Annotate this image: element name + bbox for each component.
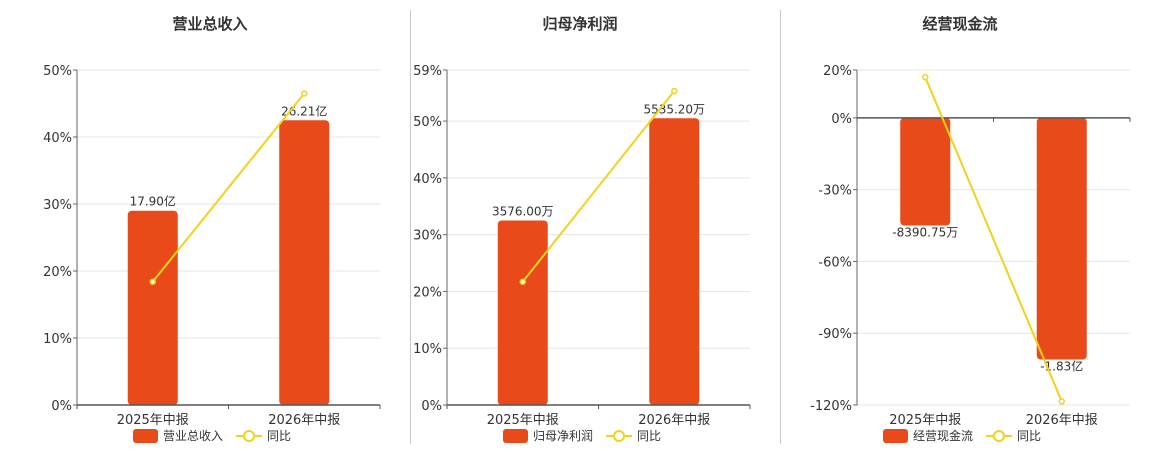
category-label: 2026年中报 <box>638 413 710 428</box>
bar <box>649 118 700 406</box>
category-label: 2025年中报 <box>487 413 559 428</box>
y-tick-label: 50% <box>413 115 442 130</box>
yoy-point <box>922 73 929 81</box>
y-tick-label: 0% <box>51 399 72 414</box>
category-label: 2026年中报 <box>1026 413 1098 428</box>
chart-2: 经营现金流 20% 0% -30% -60% -90% -120% -8390.75万 -1.8… <box>810 15 1131 443</box>
y-tick-label: 20% <box>413 285 442 300</box>
yoy-line <box>924 76 1063 402</box>
yoy-point <box>519 278 526 286</box>
y-tick-label: 40% <box>413 172 442 187</box>
bar <box>279 120 330 405</box>
bar-data-label: 3576.00万 <box>492 204 554 218</box>
legend-bar-swatch <box>503 429 528 443</box>
y-tick-label: 20% <box>823 64 852 79</box>
y-tick-label: 30% <box>43 198 72 213</box>
yoy-point <box>301 90 308 97</box>
legend-label: 营业总收入 <box>163 429 223 443</box>
legend-bar-swatch <box>883 429 908 443</box>
bar-data-label: -8390.75万 <box>892 226 958 240</box>
y-tick-label: 30% <box>413 229 442 244</box>
legend-label: 归母净利润 <box>533 429 593 443</box>
legend-bar-swatch <box>133 429 158 443</box>
bar <box>1036 117 1087 360</box>
category-label: 2025年中报 <box>889 413 961 428</box>
bar <box>127 210 178 405</box>
yoy-line <box>521 90 676 283</box>
yoy-line <box>151 92 306 283</box>
bar-data-label: 17.90亿 <box>130 194 176 209</box>
y-tick-label: 0% <box>831 112 852 127</box>
legend-label: 同比 <box>267 429 291 443</box>
legend-line-marker <box>243 430 255 442</box>
bar-data-label: -1.83亿 <box>1040 359 1083 374</box>
category-label: 2026年中报 <box>268 413 340 428</box>
divider-left <box>410 10 411 444</box>
y-tick-label: -90% <box>818 327 852 342</box>
y-tick-label: 50% <box>43 64 72 79</box>
category-label: 2025年中报 <box>117 413 189 428</box>
legend-line-marker <box>993 430 1005 442</box>
bar-data-label: 5535.20万 <box>643 102 705 116</box>
yoy-point <box>671 87 678 95</box>
legend-label: 同比 <box>1017 429 1041 443</box>
chart-0: 营业总收入 0% 10% 20% 30% 40% 50% 17.90亿 26.21亿 2025年中… <box>43 15 381 443</box>
chart-title: 归母净利润 <box>542 15 617 33</box>
y-tick-label: -60% <box>818 255 852 270</box>
yoy-point <box>149 278 156 285</box>
legend-label: 同比 <box>637 429 661 443</box>
bar-data-label: 26.21亿 <box>281 103 327 118</box>
y-tick-label: 10% <box>43 332 72 347</box>
chart-title: 经营现金流 <box>922 15 997 33</box>
y-tick-label: 20% <box>43 265 72 280</box>
chart-1: 归母净利润 0% 10% 20% 30% 40% 50% 59% 3576.00万 5535.20… <box>413 15 751 443</box>
y-tick-label: 59% <box>413 64 442 79</box>
bar <box>497 220 548 405</box>
bar <box>900 117 951 226</box>
y-tick-label: -120% <box>810 399 852 414</box>
y-tick-label: 40% <box>43 131 72 146</box>
legend-label: 经营现金流 <box>913 428 973 443</box>
divider-right <box>780 10 781 444</box>
y-tick-label: -30% <box>818 184 852 199</box>
y-tick-label: 10% <box>413 342 442 357</box>
legend-line-marker <box>613 430 625 442</box>
chart-title: 营业总收入 <box>172 15 247 33</box>
y-tick-label: 0% <box>421 399 442 414</box>
yoy-point <box>1058 398 1065 405</box>
